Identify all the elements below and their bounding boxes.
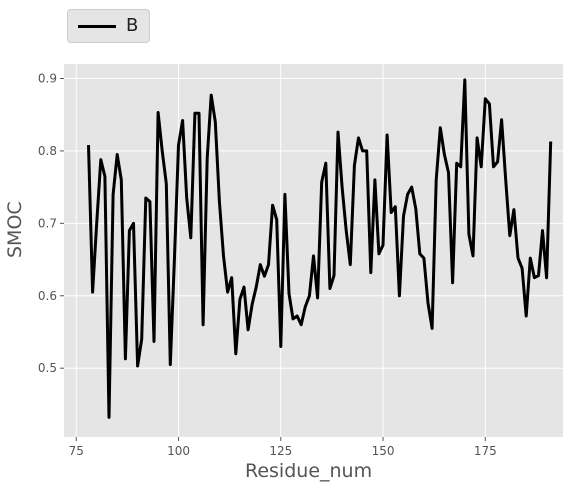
y-tick-label: 0.9 — [38, 71, 57, 85]
x-tick-label: 100 — [167, 444, 190, 458]
x-tick-label: 175 — [474, 444, 497, 458]
legend-line-swatch — [78, 25, 116, 28]
x-axis-label: Residue_num — [245, 460, 373, 482]
y-tick-label: 0.8 — [38, 144, 57, 158]
x-tick-label: 125 — [269, 444, 292, 458]
legend: B — [67, 9, 150, 43]
plot-panel — [64, 64, 563, 437]
legend-label-b: B — [126, 15, 139, 36]
series-line-b — [87, 78, 553, 419]
y-tick-label: 0.5 — [38, 361, 57, 375]
y-tick-label: 0.6 — [38, 289, 57, 303]
y-tick-label: 0.7 — [38, 216, 57, 230]
series-group — [87, 78, 553, 419]
x-tick-label: 75 — [69, 444, 84, 458]
y-axis-label: SMOC — [4, 201, 26, 258]
tick-labels: 75 100 125 150 175 0.5 0.6 0.7 0.8 0.9 — [38, 71, 497, 458]
x-tick-label: 150 — [372, 444, 395, 458]
